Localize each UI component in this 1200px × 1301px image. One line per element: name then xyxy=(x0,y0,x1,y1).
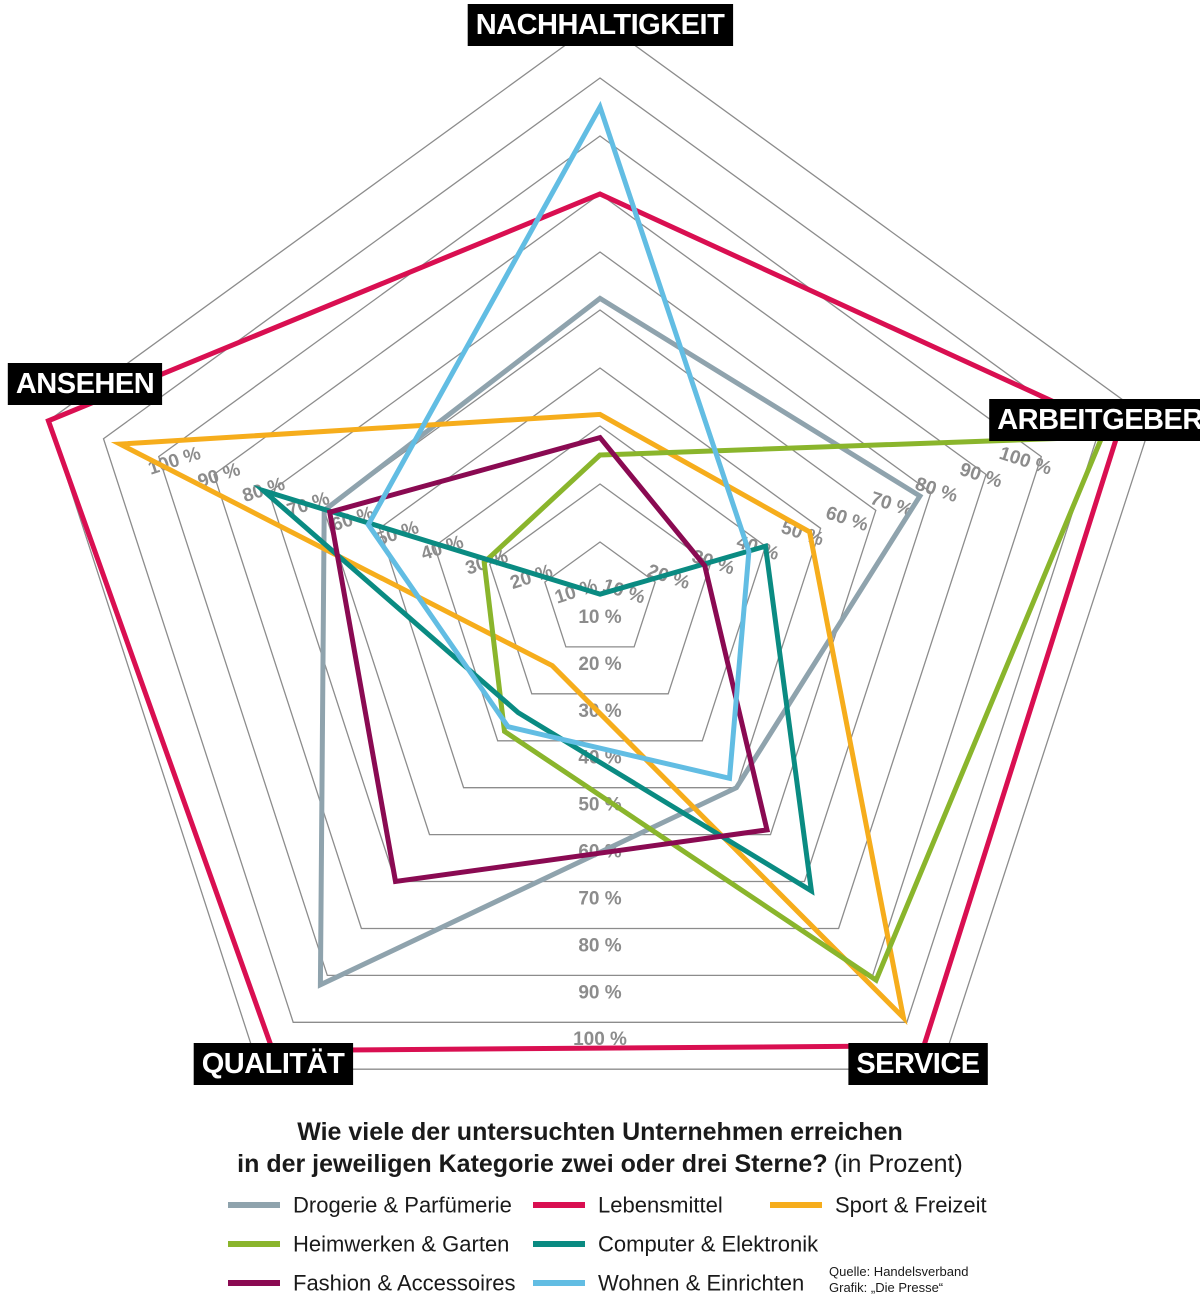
axis-label-text-ansehen: ANSEHEN xyxy=(16,368,154,400)
legend-label-wohnen-and-einrichten: Wohnen & Einrichten xyxy=(598,1271,804,1296)
tick-label-0-80: 80 % xyxy=(578,935,621,956)
grid-ring-10 xyxy=(544,541,656,648)
tick-label-2-50: 50 % xyxy=(779,517,827,550)
axis-label-ansehen: ANSEHEN xyxy=(7,363,163,405)
legend-item-sport-and-freizeit: Sport & Freizeit xyxy=(770,1193,987,1218)
series-computer-and-elektronik xyxy=(252,484,815,896)
legend: Drogerie & Parfümerie Lebensmittel Sport &… xyxy=(228,1193,987,1296)
grid-ring-60 xyxy=(268,251,932,883)
title-line-2: in der jeweiligen Kategorie zwei oder dr… xyxy=(237,1150,963,1178)
legend-item-drogerie-and-parfumerie: Drogerie & Parfümerie xyxy=(228,1193,512,1218)
axis-label-box-nachhaltigkeit xyxy=(467,4,734,46)
axis-label-service: SERVICE xyxy=(848,1043,988,1085)
series-wohnen-and-einrichten xyxy=(365,100,752,782)
tick-label-0-20: 20 % xyxy=(578,654,621,675)
grid-ring-90 xyxy=(102,77,1098,1023)
tick-label-0-90: 90 % xyxy=(578,982,621,1003)
tick-label-0-100: 100 % xyxy=(573,1029,627,1050)
tick-label-2-90: 90 % xyxy=(957,459,1005,492)
axis-label-box-service xyxy=(848,1043,988,1085)
axis-label-text-nachhaltigkeit: NACHHALTIGKEIT xyxy=(476,9,725,41)
chart-title: Wie viele der untersuchten Unternehmen e… xyxy=(237,1118,963,1178)
title-suffix: (in Prozent) xyxy=(834,1150,963,1178)
series-fashion-and-accessoires xyxy=(326,434,771,885)
axis-label-text-service: SERVICE xyxy=(856,1048,979,1080)
series-lines xyxy=(45,100,1122,1054)
legend-label-heimwerken-and-garten: Heimwerken & Garten xyxy=(293,1232,509,1257)
tick-label-2-80: 80 % xyxy=(912,474,960,507)
axis-label-box-arbeitgeber xyxy=(989,399,1200,441)
legend-label-sport-and-freizeit: Sport & Freizeit xyxy=(835,1193,987,1218)
legend-label-drogerie-and-parfumerie: Drogerie & Parfümerie xyxy=(293,1193,512,1218)
grid-ring-100 xyxy=(47,19,1153,1070)
grid-ring-80 xyxy=(157,135,1043,977)
title-line-2-main: in der jeweiligen Kategorie zwei oder dr… xyxy=(237,1150,827,1178)
tick-label-2-60: 60 % xyxy=(823,503,871,536)
tick-label-0-70: 70 % xyxy=(578,889,621,910)
series-drogerie-and-parfumerie xyxy=(317,295,924,989)
grid-ring-40 xyxy=(378,367,822,789)
legend-item-wohnen-and-einrichten: Wohnen & Einrichten xyxy=(533,1271,804,1296)
title-line-1: Wie viele der untersuchten Unternehmen e… xyxy=(297,1118,903,1146)
legend-item-heimwerken-and-garten: Heimwerken & Garten xyxy=(228,1232,509,1257)
source-note: Quelle: Handelsverband Grafik: „Die Pres… xyxy=(829,1264,968,1295)
legend-item-fashion-and-accessoires: Fashion & Accessoires xyxy=(228,1271,516,1296)
axis-label-qualitat: QUALITÄT xyxy=(193,1043,354,1085)
legend-label-computer-and-elektronik: Computer & Elektronik xyxy=(598,1232,819,1257)
axis-label-nachhaltigkeit: NACHHALTIGKEIT xyxy=(467,4,734,46)
legend-label-lebensmittel: Lebensmittel xyxy=(598,1193,723,1218)
axis-label-arbeitgeber: ARBEITGEBER xyxy=(989,399,1200,441)
grid xyxy=(47,19,1153,1070)
legend-label-fashion-and-accessoires: Fashion & Accessoires xyxy=(293,1271,516,1296)
axis-label-box-qualitat xyxy=(193,1043,354,1085)
axis-labels: NACHHALTIGKEIT ARBEITGEBER SERVICE QUALITÄT… xyxy=(7,4,1200,1085)
source-text: Quelle: Handelsverband xyxy=(829,1264,968,1279)
grid-ring-70 xyxy=(213,193,987,930)
axis-label-text-arbeitgeber: ARBEITGEBER xyxy=(997,404,1200,436)
axis-label-text-qualitat: QUALITÄT xyxy=(202,1047,345,1080)
legend-item-computer-and-elektronik: Computer & Elektronik xyxy=(533,1232,819,1257)
tick-label-2-100: 100 % xyxy=(997,443,1055,480)
axis-label-box-ansehen xyxy=(7,363,163,405)
tick-label-0-10: 10 % xyxy=(578,607,621,628)
legend-item-lebensmittel: Lebensmittel xyxy=(533,1193,723,1218)
credit-text: Grafik: „Die Presse“ xyxy=(829,1280,943,1295)
